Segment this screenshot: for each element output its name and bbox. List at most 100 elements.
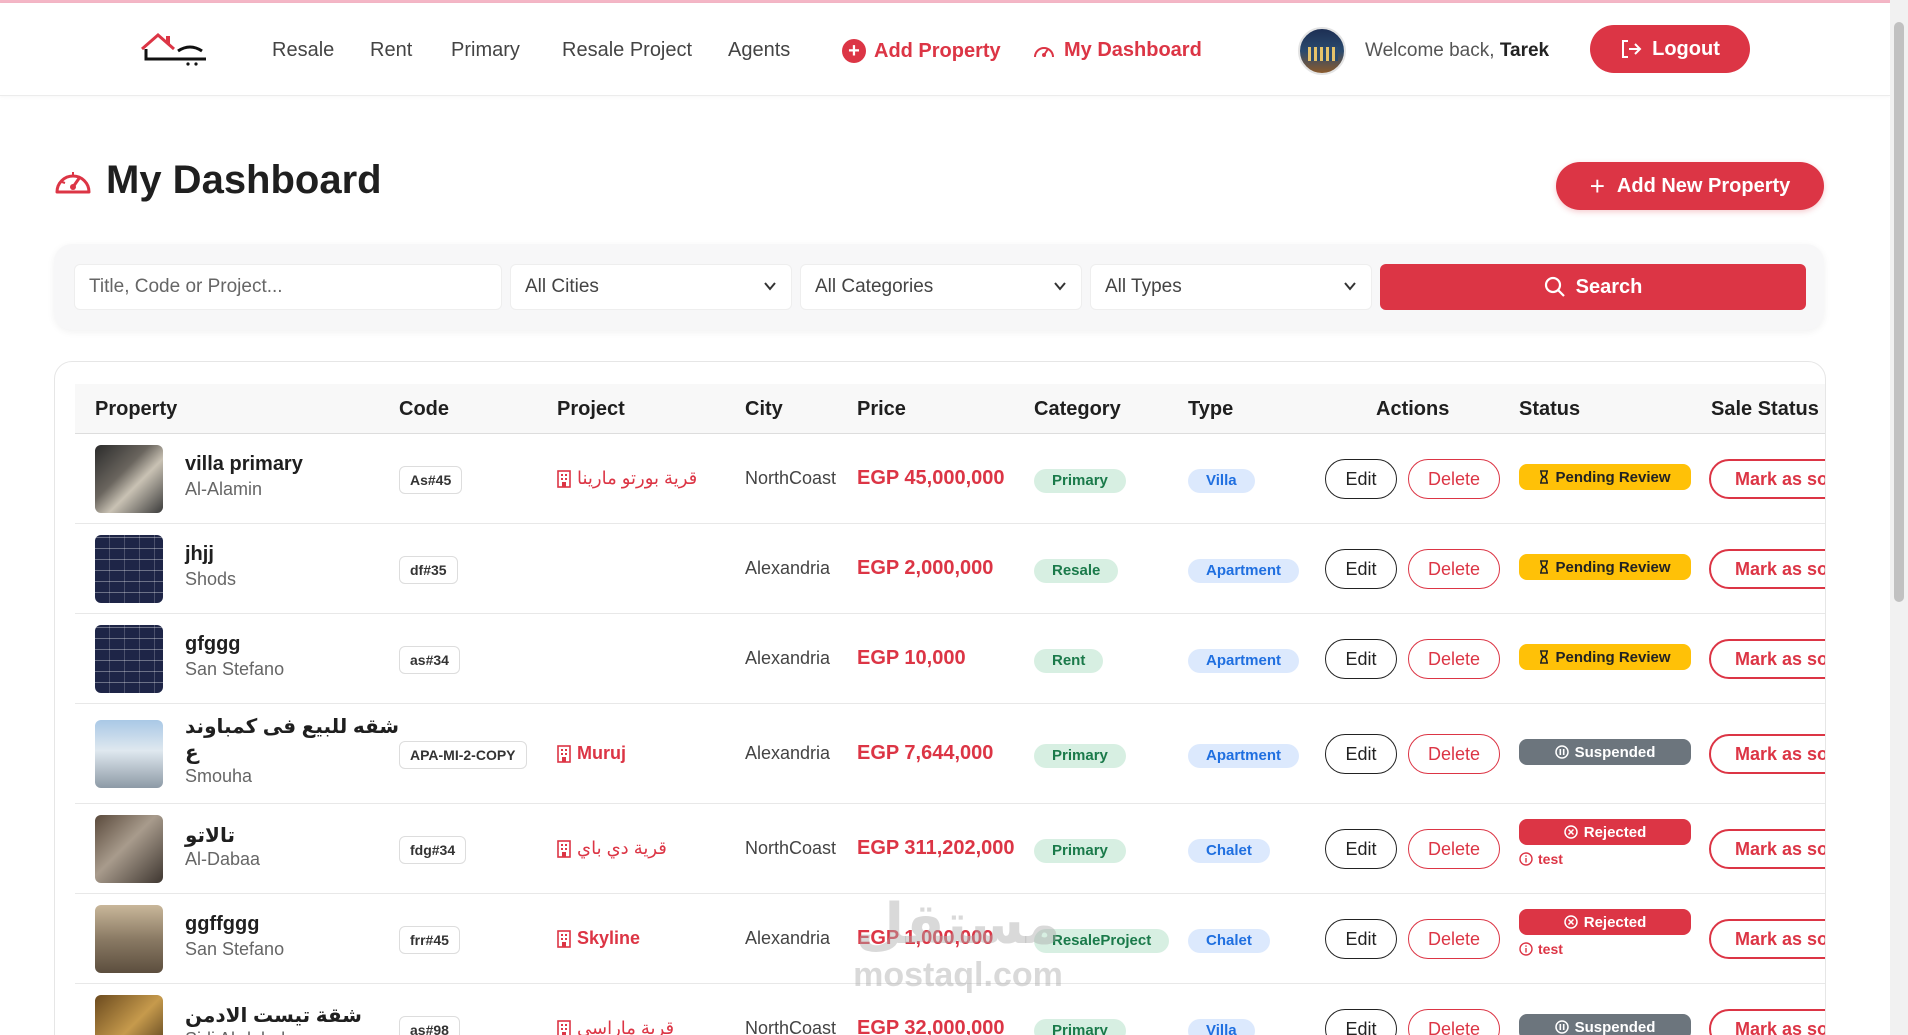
nav-agents[interactable]: Agents [728,39,791,61]
mark-as-sold-button[interactable]: Mark as sold [1709,549,1826,589]
search-icon [1544,276,1565,297]
category-select[interactable]: All Categories [800,264,1082,310]
project-link[interactable]: قرية ماراسي [557,1018,674,1035]
site-logo[interactable] [138,27,214,67]
mark-as-sold-button[interactable]: Mark as sold [1709,1009,1826,1035]
property-price: EGP 7,644,000 [857,742,994,764]
delete-button[interactable]: Delete [1408,734,1500,774]
scrollbar-thumb[interactable] [1894,22,1904,602]
mark-as-sold-button[interactable]: Mark as sold [1709,919,1825,959]
delete-button[interactable]: Delete [1408,639,1500,679]
project-link[interactable]: Skyline [557,928,640,949]
property-city: Alexandria [745,743,831,763]
category-badge: Rent [1034,649,1104,673]
th-sale-status: Sale Status [1711,398,1819,420]
property-code: As#45 [399,466,463,494]
property-area: Al-Dabaa [185,849,261,869]
edit-button[interactable]: Edit [1325,1009,1397,1035]
mark-as-sold-button[interactable]: Mark as sold [1709,734,1825,774]
property-title[interactable]: gfggg [185,633,241,655]
mark-as-sold-label: Mark as sold [1735,1018,1826,1035]
nav-add-property[interactable]: + Add Property [842,39,1001,63]
edit-button[interactable]: Edit [1325,459,1397,499]
project-link[interactable]: قرية بورتو مارينا [557,468,697,489]
property-title[interactable]: jhjj [185,543,214,565]
type-select[interactable]: All Types [1090,264,1372,310]
search-input[interactable]: Title, Code or Project... [74,264,502,310]
project-name: قرية بورتو مارينا [577,468,698,488]
edit-button[interactable]: Edit [1325,639,1397,679]
project-link[interactable]: قرية دي باي [557,838,667,859]
project-name: Muruj [577,743,626,763]
category-badge: Primary [1034,839,1126,863]
logout-button[interactable]: Logout [1590,25,1750,73]
property-title[interactable]: شقه للبيع فى كمباوند [185,716,400,738]
property-thumbnail[interactable] [95,625,163,693]
delete-button[interactable]: Delete [1408,919,1500,959]
table-row: تالاتو Al-Dabaa fdg#34 قرية دي باي NorthCoas… [75,804,1825,894]
property-thumbnail[interactable] [95,905,163,973]
nav-primary[interactable]: Primary [451,39,520,61]
nav-rent[interactable]: Rent [370,39,413,61]
property-thumbnail[interactable] [95,535,163,603]
pause-circle-icon [1554,1020,1569,1034]
property-price: EGP 2,000,000 [857,557,994,579]
mark-as-sold-button[interactable]: Mark as sold [1709,459,1825,499]
add-new-property-button[interactable]: + Add New Property [1556,162,1824,210]
delete-button[interactable]: Delete [1408,1009,1500,1035]
status-text: Pending Review [1555,558,1671,576]
search-button[interactable]: Search [1380,264,1806,310]
mark-as-sold-label: Mark as sold [1735,558,1826,579]
th-project: Project [557,398,625,420]
nav-resale[interactable]: Resale [272,39,335,61]
property-thumbnail[interactable] [95,720,163,788]
x-circle-icon [1563,825,1578,839]
chevron-down-icon [1344,282,1356,291]
property-price: EGP 45,000,000 [857,467,1005,489]
city-select[interactable]: All Cities [510,264,792,310]
category-badge: ResaleProject [1034,929,1170,953]
delete-button[interactable]: Delete [1408,549,1500,589]
th-code: Code [399,398,449,420]
property-title-cont: ع [185,742,199,764]
edit-button[interactable]: Edit [1325,829,1397,869]
property-city: Alexandria [745,648,831,668]
status-badge: Suspended [1519,739,1691,765]
type-badge: Villa [1188,469,1255,493]
mark-as-sold-button[interactable]: Mark as sold [1709,829,1825,869]
property-code: frr#45 [399,926,460,954]
edit-button[interactable]: Edit [1325,919,1397,959]
type-badge: Apartment [1188,559,1300,583]
property-title[interactable]: villa primary [185,453,303,475]
property-title[interactable]: ggffggg [185,913,260,935]
user-avatar[interactable] [1298,27,1346,75]
nav-my-dashboard-label: My Dashboard [1064,39,1202,61]
property-code: APA-MI-2-COPY [399,741,527,769]
nav-my-dashboard[interactable]: My Dashboard [1032,39,1202,62]
table-row: شقة تيست الادمن Sidi Abdelrahman as#98 قرية… [75,984,1826,1035]
status-text: Rejected [1583,823,1647,841]
edit-button[interactable]: Edit [1325,549,1397,589]
info-icon [1519,852,1533,866]
property-title[interactable]: شقة تيست الادمن [185,1005,362,1027]
rejection-reason-text: test [1538,941,1563,957]
th-status: Status [1519,398,1581,420]
page-title-text: My Dashboard [106,158,382,202]
search-button-label: Search [1575,275,1643,298]
building-icon [557,744,571,763]
logout-label: Logout [1652,37,1720,60]
page-scrollbar[interactable] [1890,0,1908,1035]
logout-icon [1622,40,1642,58]
edit-button[interactable]: Edit [1325,734,1397,774]
nav-resale-project[interactable]: Resale Project [562,39,693,61]
property-price: EGP 32,000,000 [857,1017,1005,1035]
mark-as-sold-button[interactable]: Mark as sold [1709,639,1825,679]
delete-button[interactable]: Delete [1408,459,1500,499]
property-thumbnail[interactable] [95,445,163,513]
category-badge: Resale [1034,559,1119,583]
property-title[interactable]: تالاتو [185,825,235,847]
property-thumbnail[interactable] [95,815,163,883]
delete-button[interactable]: Delete [1408,829,1500,869]
property-thumbnail[interactable] [95,995,163,1035]
project-link[interactable]: Muruj [557,743,626,764]
